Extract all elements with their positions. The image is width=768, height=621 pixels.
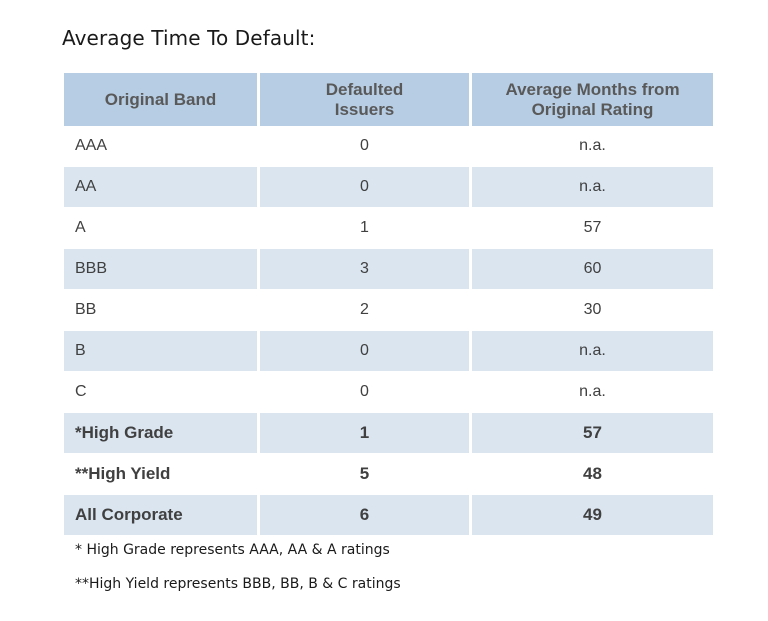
header-defaulted-issuers: Defaulted Issuers bbox=[257, 73, 472, 126]
average-months-cell: 60 bbox=[469, 248, 716, 290]
defaulted-issuers-cell: 0 bbox=[257, 330, 472, 372]
table-row: BB 2 30 bbox=[61, 289, 716, 331]
band-cell: *High Grade bbox=[61, 412, 260, 454]
table-row: AAA 0 n.a. bbox=[61, 126, 716, 167]
band-cell: AAA bbox=[61, 126, 260, 167]
average-months-cell: 30 bbox=[469, 289, 716, 331]
band-cell: B bbox=[61, 330, 260, 372]
header-average-months: Average Months from Original Rating bbox=[469, 73, 716, 126]
defaulted-issuers-cell: 6 bbox=[257, 494, 472, 536]
defaulted-issuers-cell: 0 bbox=[257, 371, 472, 413]
table-row: B 0 n.a. bbox=[61, 330, 716, 372]
average-months-cell: n.a. bbox=[469, 371, 716, 413]
table-row: *High Grade 1 57 bbox=[61, 412, 716, 454]
table-row: A 1 57 bbox=[61, 207, 716, 249]
average-months-cell: 57 bbox=[469, 412, 716, 454]
defaulted-issuers-cell: 0 bbox=[257, 126, 472, 167]
table-row: C 0 n.a. bbox=[61, 371, 716, 413]
band-cell: A bbox=[61, 207, 260, 249]
footnote-high-grade: * High Grade represents AAA, AA & A rati… bbox=[75, 542, 390, 558]
table-header-row: Original Band Defaulted Issuers Average … bbox=[61, 73, 716, 126]
page-title: Average Time To Default: bbox=[62, 26, 316, 50]
table-row: AA 0 n.a. bbox=[61, 166, 716, 208]
defaulted-issuers-cell: 0 bbox=[257, 166, 472, 208]
average-months-cell: 49 bbox=[469, 494, 716, 536]
header-defaulted-issuers-line-1: Defaulted bbox=[325, 79, 404, 99]
average-months-cell: n.a. bbox=[469, 330, 716, 372]
header-original-band: Original Band bbox=[61, 73, 260, 126]
band-cell: **High Yield bbox=[61, 453, 260, 495]
band-cell: All Corporate bbox=[61, 494, 260, 536]
average-months-cell: n.a. bbox=[469, 126, 716, 167]
table-row: **High Yield 5 48 bbox=[61, 453, 716, 495]
table-row: All Corporate 6 49 bbox=[61, 494, 716, 536]
header-defaulted-issuers-line-2: Issuers bbox=[334, 99, 395, 119]
band-cell: AA bbox=[61, 166, 260, 208]
defaulted-issuers-cell: 1 bbox=[257, 412, 472, 454]
average-months-cell: 57 bbox=[469, 207, 716, 249]
header-average-months-line-2: Original Rating bbox=[531, 99, 654, 119]
header-average-months-line-1: Average Months from bbox=[505, 79, 680, 99]
table-row: BBB 3 60 bbox=[61, 248, 716, 290]
band-cell: C bbox=[61, 371, 260, 413]
band-cell: BBB bbox=[61, 248, 260, 290]
default-time-table: Original Band Defaulted Issuers Average … bbox=[61, 73, 716, 536]
defaulted-issuers-cell: 2 bbox=[257, 289, 472, 331]
defaulted-issuers-cell: 1 bbox=[257, 207, 472, 249]
average-months-cell: n.a. bbox=[469, 166, 716, 208]
average-months-cell: 48 bbox=[469, 453, 716, 495]
footnote-high-yield: **High Yield represents BBB, BB, B & C r… bbox=[75, 576, 401, 592]
header-original-band-line-1: Original Band bbox=[104, 89, 217, 109]
band-cell: BB bbox=[61, 289, 260, 331]
defaulted-issuers-cell: 3 bbox=[257, 248, 472, 290]
defaulted-issuers-cell: 5 bbox=[257, 453, 472, 495]
